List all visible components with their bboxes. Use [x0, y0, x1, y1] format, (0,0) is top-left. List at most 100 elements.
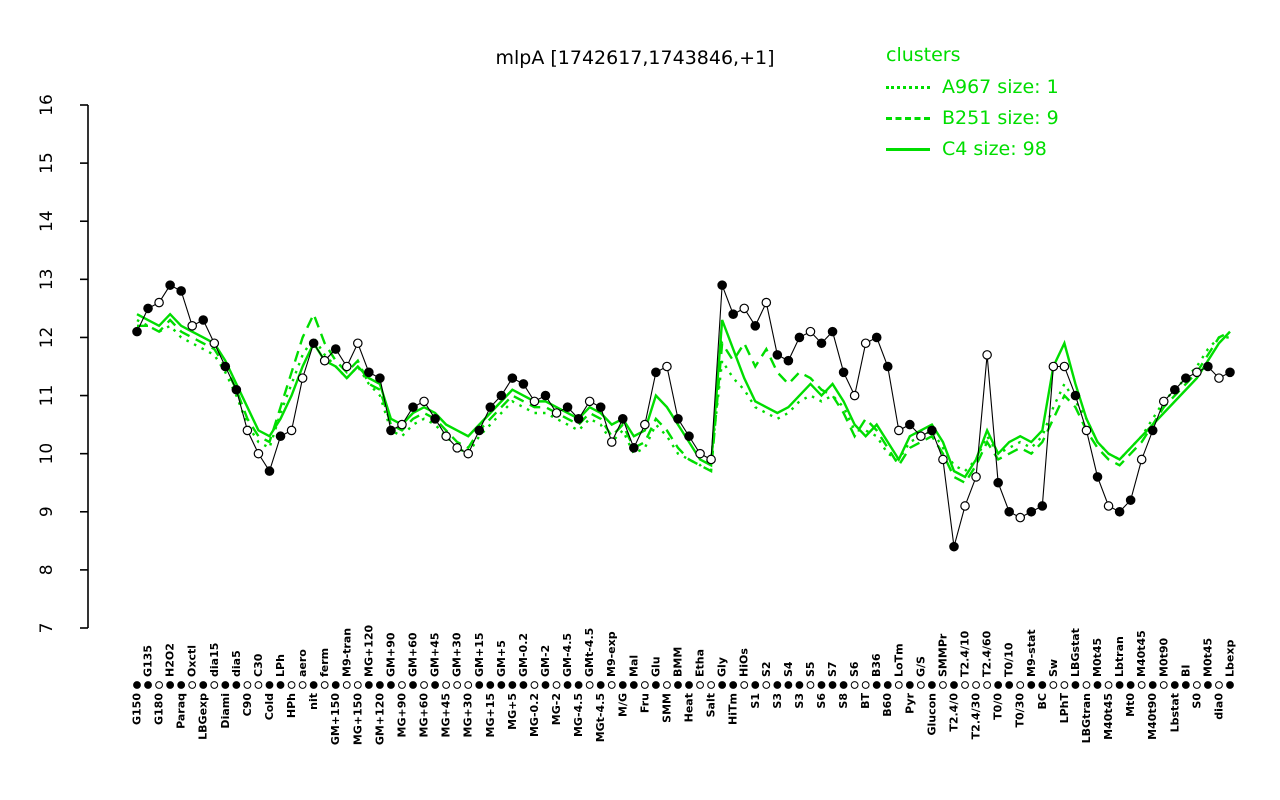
condition-marker [950, 681, 958, 689]
gene-series [132, 280, 1235, 552]
condition-marker [265, 681, 274, 689]
gene-point [1037, 501, 1048, 511]
y-tick-label: 8 [37, 564, 57, 575]
condition-marker [199, 681, 208, 689]
legend-title: clusters [886, 44, 961, 66]
condition-label: GM+90 [384, 632, 397, 677]
condition-label: Etha [694, 649, 707, 677]
condition-marker [541, 681, 550, 689]
condition-marker [674, 681, 682, 689]
condition-label: T0/30 [1014, 693, 1027, 728]
condition-label: H2O2 [164, 643, 177, 677]
gene-point [253, 448, 264, 459]
condition-label: GM+120 [373, 693, 386, 745]
condition-marker [166, 681, 175, 689]
condition-marker [905, 681, 914, 689]
condition-marker [850, 681, 859, 689]
condition-marker [1104, 681, 1113, 689]
condition-label: LBGstat [1069, 628, 1082, 677]
condition-label: Pyr [903, 692, 916, 713]
condition-label: M0t45 [1091, 638, 1104, 677]
gene-point [982, 350, 992, 360]
condition-label: BMM [671, 647, 684, 677]
gene-point [927, 425, 937, 436]
gene-point [573, 413, 584, 424]
condition-label: GM-0.2 [517, 633, 530, 677]
condition-label: C30 [252, 653, 265, 677]
condition-marker [574, 681, 583, 689]
condition-label: M40t45 [1135, 630, 1148, 677]
condition-marker [563, 681, 572, 689]
gene-point [595, 402, 606, 412]
y-tick-label: 11 [37, 385, 57, 407]
condition-label: GM+150 [329, 693, 342, 745]
gene-point [507, 373, 518, 383]
condition-label: GM-2 [539, 645, 552, 677]
legend-label-a967: A967 size: 1 [942, 76, 1059, 98]
gene-point [717, 280, 727, 290]
gene-point [1081, 425, 1092, 436]
condition-marker [928, 681, 936, 689]
condition-label: HPh [285, 693, 298, 718]
condition-marker [409, 681, 417, 689]
condition-label: S3 [793, 693, 806, 709]
gene-point [1225, 367, 1235, 378]
gene-point [993, 477, 1003, 488]
condition-label: Cold [263, 693, 276, 720]
condition-marker [431, 681, 439, 689]
condition-label: MG+60 [418, 693, 431, 738]
condition-label: MG+150 [351, 693, 364, 745]
condition-marker [1049, 681, 1058, 689]
condition-marker [364, 681, 373, 689]
condition-marker [1082, 681, 1091, 689]
gene-point [1092, 472, 1103, 482]
gene-point [617, 413, 628, 424]
gene-point [1214, 373, 1224, 383]
gene-point [154, 297, 164, 308]
condition-marker [287, 681, 296, 689]
condition-marker [1226, 681, 1234, 689]
gene-point [518, 379, 529, 389]
condition-marker [1093, 681, 1102, 689]
condition-marker [1170, 681, 1179, 689]
gene-point [1192, 367, 1202, 378]
condition-marker [828, 681, 837, 689]
gene-point [606, 437, 617, 447]
condition-label: Oxctl [186, 645, 199, 677]
condition-label: GMt-4.5 [583, 628, 596, 677]
gene-point [419, 396, 429, 407]
condition-label: GM+5 [495, 640, 508, 677]
gene-point [1147, 425, 1158, 436]
condition-marker [144, 681, 152, 689]
condition-marker [651, 681, 660, 689]
condition-marker [972, 681, 980, 689]
condition-label: T2.4/60 [981, 630, 994, 677]
gene-point [893, 425, 904, 436]
gene-point [938, 454, 948, 465]
condition-marker [276, 681, 285, 689]
condition-marker [916, 681, 925, 689]
gene-point [673, 413, 683, 424]
gene-line [136, 284, 1231, 547]
condition-label: G/S [914, 656, 927, 677]
gene-point [905, 419, 915, 430]
gene-point [220, 361, 231, 372]
gene-point [463, 448, 474, 459]
condition-label: BI [1179, 665, 1192, 677]
condition-marker [552, 681, 561, 689]
gene-point [949, 541, 959, 552]
condition-label: Lbexp [1224, 640, 1237, 677]
condition-marker [331, 681, 340, 689]
condition-label: LBGexp [197, 693, 210, 740]
gene-point [584, 396, 595, 407]
condition-label: Salt [705, 693, 718, 717]
condition-marker [585, 681, 594, 689]
condition-label: dia0 [1212, 693, 1225, 720]
gene-point [496, 390, 507, 401]
gene-point [551, 408, 562, 418]
condition-label: HiOs [738, 648, 751, 677]
condition-marker [1137, 681, 1146, 689]
gene-point [838, 367, 849, 378]
